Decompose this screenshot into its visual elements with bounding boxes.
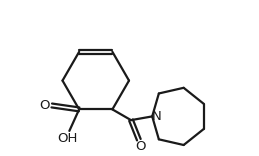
Text: N: N [152,110,162,123]
Text: O: O [135,140,146,153]
Text: O: O [40,99,50,112]
Text: OH: OH [57,132,78,145]
